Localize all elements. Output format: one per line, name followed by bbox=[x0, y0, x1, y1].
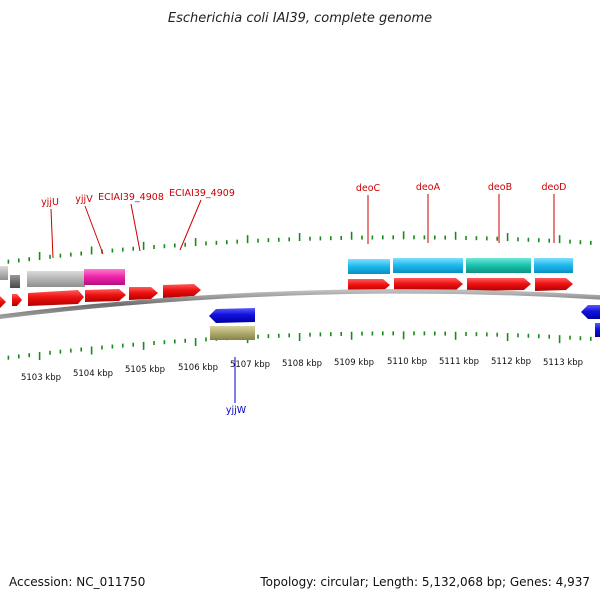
scale-label: 5113 kbp bbox=[543, 358, 583, 368]
cds-arrow-reverse bbox=[209, 308, 255, 323]
gene-block bbox=[0, 266, 8, 280]
cds-arrow bbox=[348, 279, 390, 292]
scale-label: 5108 kbp bbox=[282, 359, 322, 369]
cds-arrow bbox=[85, 289, 126, 302]
gene-label-yjju[interactable]: yjjU bbox=[41, 197, 59, 208]
gene-block bbox=[466, 258, 531, 273]
scale-label: 5109 kbp bbox=[334, 358, 374, 368]
scale-label: 5107 kbp bbox=[230, 360, 270, 370]
gene-block bbox=[10, 275, 20, 288]
cds-track-reverse bbox=[209, 305, 600, 340]
gene-leader-line bbox=[130, 203, 141, 252]
gene-block bbox=[534, 258, 573, 273]
gene-block-reverse bbox=[210, 326, 255, 340]
cds-arrow bbox=[12, 294, 22, 306]
outer-tick-marks bbox=[7, 231, 592, 264]
cds-arrow bbox=[394, 278, 463, 291]
gene-leader-line bbox=[179, 199, 202, 251]
scale-label: 5105 kbp bbox=[125, 365, 165, 375]
gene-block-reverse bbox=[595, 323, 600, 337]
gene-label-deoc[interactable]: deoC bbox=[356, 183, 381, 194]
scale-label: 5104 kbp bbox=[73, 369, 113, 379]
gene-label-eciai39_4908[interactable]: ECIAI39_4908 bbox=[98, 192, 164, 203]
cds-arrow-reverse bbox=[581, 305, 600, 319]
cds-arrow bbox=[129, 287, 158, 300]
gene-labels: yjjU yjjV ECIAI39_4908 ECIAI39_4909 yjjW deoC… bbox=[41, 182, 566, 416]
topology-summary: Topology: circular; Length: 5,132,068 bp… bbox=[259, 575, 590, 589]
scale-label: 5106 kbp bbox=[178, 363, 218, 373]
cds-arrow bbox=[0, 296, 6, 308]
cds-arrow bbox=[163, 284, 201, 298]
cds-arrow bbox=[28, 290, 84, 306]
gene-block bbox=[84, 269, 125, 285]
scale-label: 5111 kbp bbox=[439, 357, 479, 367]
accession-label: Accession: NC_011750 bbox=[9, 575, 145, 589]
gene-block bbox=[27, 271, 85, 287]
gene-block bbox=[393, 258, 463, 273]
gene-leader-line bbox=[84, 205, 104, 255]
genome-backbone bbox=[0, 289, 600, 320]
feature-track-upper bbox=[0, 258, 573, 288]
cds-arrow bbox=[535, 278, 573, 291]
scale-label: 5112 kbp bbox=[491, 357, 531, 367]
gene-label-deoa[interactable]: deoA bbox=[416, 182, 441, 193]
gene-label-yjjv[interactable]: yjjV bbox=[75, 194, 93, 205]
scale-labels: 5103 kbp 5104 kbp 5105 kbp 5106 kbp 5107 kbp… bbox=[21, 357, 583, 383]
genome-title: Escherichia coli IAI39, complete genome bbox=[168, 11, 432, 26]
gene-leader-line bbox=[50, 208, 54, 259]
gene-label-yjjw[interactable]: yjjW bbox=[226, 405, 247, 416]
gene-label-deod[interactable]: deoD bbox=[541, 182, 566, 193]
scale-label: 5103 kbp bbox=[21, 373, 61, 383]
inner-tick-marks bbox=[7, 331, 592, 360]
gene-label-deob[interactable]: deoB bbox=[488, 182, 512, 193]
gene-block bbox=[348, 259, 390, 274]
cds-arrow bbox=[467, 278, 531, 291]
cds-track-forward bbox=[0, 278, 573, 308]
scale-label: 5110 kbp bbox=[387, 357, 427, 367]
gene-label-eciai39_4909[interactable]: ECIAI39_4909 bbox=[169, 188, 235, 199]
